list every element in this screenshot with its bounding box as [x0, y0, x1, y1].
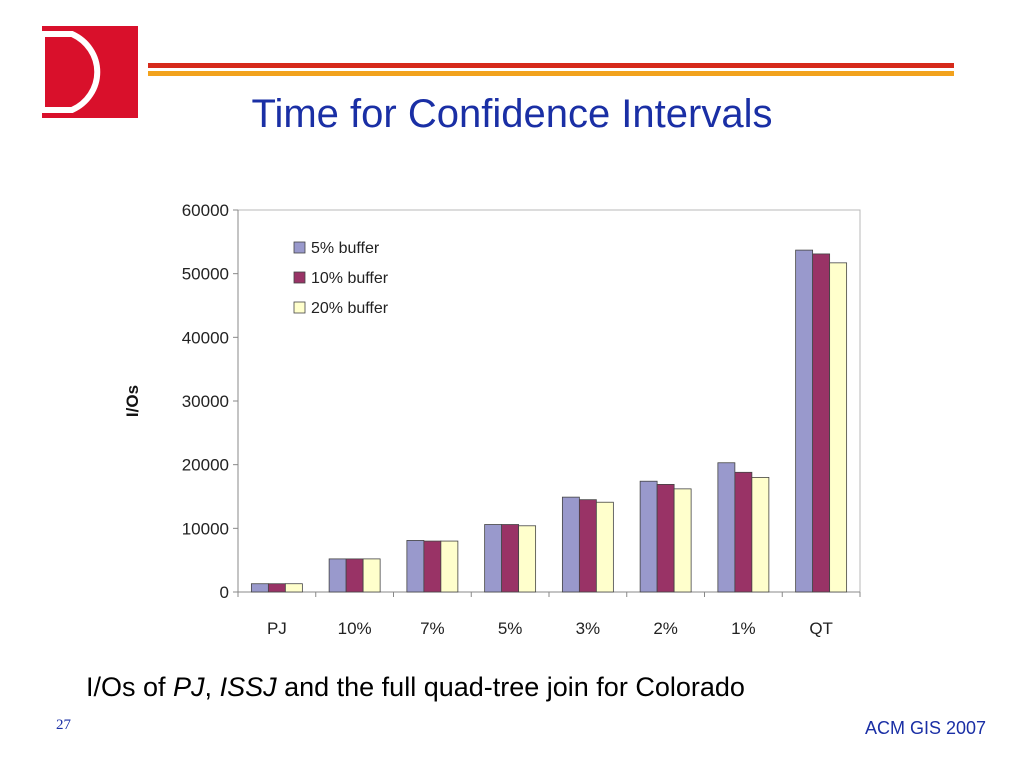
legend-label: 20% buffer: [311, 300, 389, 317]
bar: [751, 476, 770, 593]
logo-arc: [42, 31, 101, 113]
bar: [812, 253, 831, 593]
y-tick-label: 40000: [182, 328, 229, 347]
bar: [423, 540, 442, 593]
bar: [362, 558, 381, 593]
x-tick-label: 7%: [420, 619, 445, 638]
bar: [717, 462, 736, 593]
bar: [561, 496, 580, 593]
caption-part2: ,: [204, 672, 220, 702]
bar: [267, 583, 286, 593]
caption-part1: I/Os of: [86, 672, 174, 702]
legend-swatch: [293, 301, 306, 314]
logo: [42, 26, 138, 118]
bar: [284, 583, 303, 593]
bar: [345, 558, 364, 593]
y-tick-label: 10000: [182, 519, 229, 538]
bar-chart: 0 10000 20000 30000 40000 50000 60000 I/Os PJ 10%…: [123, 201, 861, 638]
bar: [406, 540, 425, 593]
y-tick-label: 20000: [182, 456, 229, 475]
x-tick-label: 3%: [576, 619, 601, 638]
bar: [595, 501, 614, 593]
slide-caption: I/Os of PJ, ISSJ and the full quad-tree …: [86, 672, 745, 703]
legend-label: 10% buffer: [311, 270, 389, 287]
y-tick-label: 60000: [182, 201, 229, 220]
y-tick-label: 0: [220, 583, 229, 602]
bar: [440, 540, 459, 593]
x-tick-label: PJ: [267, 619, 287, 638]
caption-part3: and the full quad-tree join for Colorado: [276, 672, 745, 702]
bar: [829, 262, 848, 593]
bar: [518, 525, 537, 593]
bar: [639, 480, 658, 593]
y-tick-label: 30000: [182, 392, 229, 411]
legend-swatch: [293, 271, 306, 284]
x-tick-label: QT: [809, 619, 833, 638]
logo-square: [42, 26, 138, 118]
header-rule-orange: [148, 71, 954, 76]
bar: [501, 524, 520, 593]
x-tick-label: 10%: [338, 619, 372, 638]
bar: [673, 488, 692, 593]
y-axis-title: I/Os: [123, 385, 142, 417]
y-tick-label: 50000: [182, 265, 229, 284]
slide-title: Time for Confidence Intervals: [251, 92, 773, 136]
caption-em-issj: ISSJ: [219, 672, 277, 702]
bar: [656, 484, 675, 593]
x-tick-label: 5%: [498, 619, 523, 638]
x-tick-label: 1%: [731, 619, 756, 638]
legend-label: 5% buffer: [311, 240, 380, 257]
bar: [484, 524, 503, 593]
bar: [795, 249, 814, 593]
footer-text: ACM GIS 2007: [864, 718, 986, 738]
legend-swatch: [293, 241, 306, 254]
caption-em-pj: PJ: [173, 672, 205, 702]
bar: [734, 471, 753, 593]
bar: [578, 499, 597, 593]
bar: [250, 583, 269, 593]
bar: [328, 558, 347, 593]
chart-plot: 0 10000 20000 30000 40000 50000 60000 I/Os PJ 10%…: [123, 201, 861, 638]
x-tick-label: 2%: [653, 619, 678, 638]
slide-number: 27: [56, 717, 71, 733]
header-rule-red: [148, 63, 954, 68]
